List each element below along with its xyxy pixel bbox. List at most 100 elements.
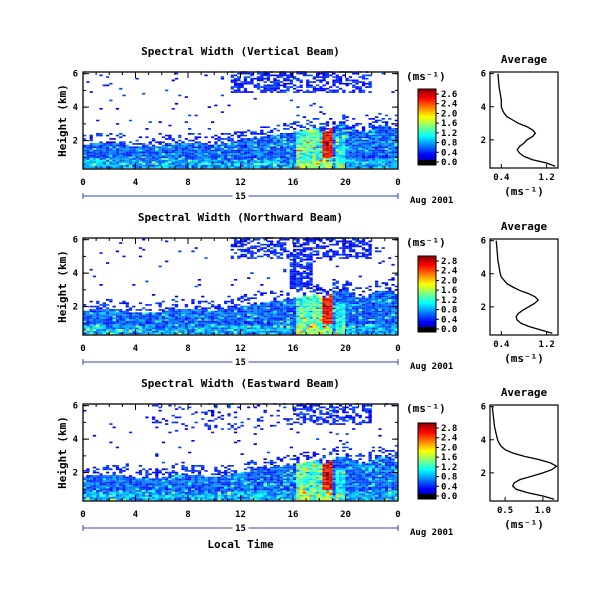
colorbar-segment bbox=[418, 436, 436, 439]
heatmap-color-group bbox=[329, 491, 333, 494]
heatmap-color-group bbox=[319, 478, 323, 481]
heatmap-color-group bbox=[325, 312, 330, 315]
colorbar-segment bbox=[418, 125, 436, 128]
heatmap-color-group bbox=[316, 310, 320, 313]
colorbar-segment bbox=[418, 138, 436, 141]
heatmap-color-group bbox=[86, 498, 90, 501]
colorbar-segment bbox=[418, 461, 436, 464]
heatmap-color-group bbox=[312, 131, 316, 133]
heatmap-color-group bbox=[316, 485, 320, 487]
heatmap-color-group bbox=[174, 91, 248, 144]
heatmap-color-group bbox=[306, 304, 310, 306]
heatmap-color-group bbox=[361, 138, 366, 140]
heatmap-color-group bbox=[296, 149, 300, 152]
heatmap-color-group bbox=[296, 144, 300, 147]
heatmap-color-group bbox=[165, 319, 169, 321]
x-tick-label: 16 bbox=[288, 510, 299, 520]
heatmap-color-group bbox=[335, 496, 339, 499]
heatmap-color-group bbox=[289, 470, 293, 472]
heatmap-color-group bbox=[233, 164, 238, 167]
heatmap-color-group bbox=[368, 133, 372, 135]
heatmap-color-group bbox=[322, 315, 326, 318]
heatmap-color-group bbox=[276, 496, 280, 499]
heatmap-color-group bbox=[247, 247, 395, 321]
average-y-tick-label: 6 bbox=[481, 70, 486, 80]
heatmap-color-group bbox=[322, 146, 326, 152]
panel-title: Spectral Width (Vertical Beam) bbox=[141, 45, 340, 58]
heatmap-color-group bbox=[112, 319, 116, 321]
colorbar-segment bbox=[418, 453, 436, 456]
heatmap-color-group bbox=[316, 461, 320, 476]
heatmap-color-group bbox=[316, 312, 320, 315]
heatmap-color-group bbox=[191, 332, 195, 335]
heatmap-color-group bbox=[135, 133, 385, 169]
heatmap-color-group bbox=[325, 156, 330, 159]
heatmap-color-group bbox=[106, 421, 392, 491]
heatmap-color-group bbox=[220, 496, 225, 499]
heatmap-color-group bbox=[338, 495, 343, 497]
heatmap-color-group bbox=[325, 320, 330, 323]
heatmap-color-group bbox=[273, 483, 277, 486]
heatmap-color-group bbox=[329, 136, 333, 139]
heatmap-color-group bbox=[119, 491, 123, 494]
heatmap-color-group bbox=[302, 473, 307, 476]
heatmap-color-group bbox=[145, 312, 149, 315]
heatmap-color-group bbox=[106, 330, 110, 333]
colorbar-tick-label: 2.8 bbox=[441, 424, 457, 434]
heatmap-color-group bbox=[168, 496, 172, 499]
heatmap-color-group bbox=[329, 471, 333, 474]
heatmap-color-group bbox=[296, 151, 300, 154]
heatmap-color-group bbox=[109, 418, 346, 484]
average-y-tick-label: 4 bbox=[481, 436, 487, 446]
colorbar-segment bbox=[418, 123, 436, 126]
colorbar-segment bbox=[418, 130, 436, 134]
heatmap-color-group bbox=[188, 159, 192, 162]
heatmap-color-group bbox=[316, 324, 320, 326]
heatmap-color-group bbox=[306, 129, 310, 132]
panel-title: Spectral Width (Northward Beam) bbox=[138, 211, 343, 224]
heatmap-color-group bbox=[322, 134, 326, 137]
colorbar-segment bbox=[418, 290, 436, 293]
heatmap-color-group bbox=[342, 134, 346, 137]
x-tick-label: 16 bbox=[288, 178, 299, 188]
heatmap-color-group bbox=[306, 136, 310, 139]
heatmap-color-group bbox=[329, 309, 333, 311]
heatmap-color-group bbox=[243, 307, 248, 310]
heatmap-color-group bbox=[329, 329, 333, 331]
heatmap-color-group bbox=[302, 496, 307, 499]
heatmap-color-group bbox=[309, 495, 313, 497]
heatmap-color-group bbox=[247, 319, 251, 321]
average-frame bbox=[489, 71, 559, 169]
heatmap-color-group bbox=[335, 332, 339, 335]
heatmap-color-group bbox=[302, 148, 307, 150]
heatmap-color-group bbox=[322, 302, 326, 305]
heatmap-color-group bbox=[286, 138, 303, 152]
average-x-label: (ms⁻¹) bbox=[504, 352, 544, 365]
heatmap-color-group bbox=[142, 312, 146, 315]
heatmap-color-group bbox=[283, 166, 287, 169]
heatmap-color-group bbox=[138, 491, 143, 494]
heatmap-color-group bbox=[122, 478, 231, 494]
heatmap-color-group bbox=[155, 468, 165, 474]
heatmap-color-group bbox=[306, 300, 310, 303]
heatmap-color-group bbox=[181, 314, 185, 316]
panel-3: Spectral Width (Eastward Beam) Height (km… bbox=[56, 377, 559, 538]
heatmap-color-group bbox=[299, 493, 303, 496]
colorbar-tick-label: 0.8 bbox=[441, 473, 457, 483]
colorbar-frame bbox=[417, 255, 437, 333]
heatmap-color-group bbox=[325, 468, 330, 471]
heatmap-color-group bbox=[322, 463, 333, 487]
heatmap-color-group bbox=[296, 480, 320, 492]
heatmap-color-group bbox=[388, 159, 392, 162]
heatmap-color-group bbox=[325, 159, 330, 162]
colorbar-segment bbox=[418, 257, 436, 261]
heatmap-color-group bbox=[342, 240, 353, 249]
colorbar: (ms⁻¹) 2.82.42.01.61.20.80.40.0 bbox=[406, 236, 458, 335]
heatmap-color-group bbox=[381, 456, 385, 459]
heatmap-color-group bbox=[99, 164, 103, 167]
heatmap-color-group bbox=[316, 314, 320, 316]
average-x-tick-label: 0.5 bbox=[497, 506, 513, 516]
heatmap-color-group bbox=[309, 164, 313, 167]
heatmap-color-group bbox=[312, 164, 316, 167]
